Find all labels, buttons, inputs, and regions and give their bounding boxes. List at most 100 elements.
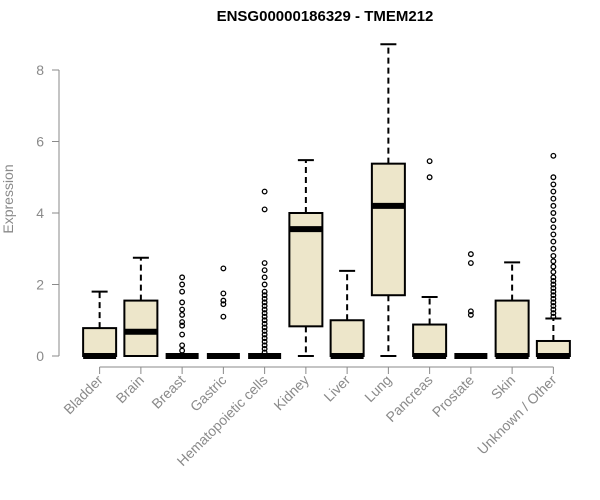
outlier-point bbox=[261, 306, 268, 313]
x-tick-label: Breast bbox=[148, 372, 188, 412]
y-tick-label: 6 bbox=[36, 134, 44, 150]
outlier-point bbox=[179, 319, 186, 325]
outlier-point bbox=[179, 331, 186, 338]
box-4 bbox=[206, 265, 240, 359]
outlier-point bbox=[261, 206, 268, 213]
outlier-point bbox=[550, 181, 557, 188]
outlier-point bbox=[261, 188, 268, 195]
box-10 bbox=[454, 251, 488, 359]
box-3 bbox=[165, 274, 199, 359]
outlier-point bbox=[179, 306, 186, 313]
box-iqr bbox=[82, 327, 118, 357]
outlier-point bbox=[550, 245, 557, 252]
x-tick-label: Lung bbox=[361, 372, 394, 405]
outlier-point bbox=[220, 297, 227, 304]
outlier-point bbox=[550, 231, 557, 238]
box-1 bbox=[82, 290, 118, 359]
box-5 bbox=[248, 188, 282, 359]
outlier-point bbox=[550, 224, 557, 231]
outlier-point bbox=[550, 258, 557, 265]
outlier-point bbox=[550, 306, 557, 313]
outlier-point bbox=[550, 288, 557, 295]
box-2 bbox=[123, 256, 159, 357]
outlier-point bbox=[550, 274, 557, 281]
x-tick-label: Liver bbox=[320, 372, 353, 405]
box-iqr bbox=[494, 299, 530, 357]
outlier-point bbox=[261, 331, 268, 338]
outlier-point bbox=[550, 202, 557, 209]
outlier-point bbox=[467, 260, 474, 266]
outlier-point bbox=[179, 299, 186, 306]
box-9 bbox=[412, 158, 448, 359]
outlier-point bbox=[179, 347, 186, 354]
outlier-point bbox=[550, 152, 557, 159]
outlier-point bbox=[467, 311, 474, 318]
outlier-point bbox=[550, 285, 557, 292]
outlier-point bbox=[261, 345, 268, 352]
outlier-point bbox=[550, 252, 557, 259]
outlier-point bbox=[550, 313, 557, 320]
box-iqr bbox=[370, 162, 406, 297]
outlier-point bbox=[261, 317, 268, 324]
chart-title: ENSG00000186329 - TMEM212 bbox=[217, 8, 434, 25]
y-axis-label: Expression bbox=[0, 164, 16, 233]
y-tick-label: 2 bbox=[36, 277, 44, 293]
outlier-point bbox=[261, 349, 268, 356]
outlier-point bbox=[550, 310, 557, 317]
outlier-point bbox=[261, 292, 268, 299]
outlier-point bbox=[261, 267, 268, 274]
outlier-point bbox=[550, 277, 557, 284]
outlier-point bbox=[261, 328, 268, 334]
outlier-point bbox=[426, 158, 433, 165]
outlier-point bbox=[550, 263, 557, 270]
outlier-point bbox=[426, 174, 433, 181]
outlier-point bbox=[550, 210, 557, 216]
outlier-point bbox=[220, 313, 227, 320]
outlier-point bbox=[261, 335, 268, 342]
y-tick-label: 8 bbox=[36, 62, 44, 78]
outlier-point bbox=[220, 290, 227, 297]
box-iqr bbox=[329, 319, 365, 357]
x-tick-label: Brain bbox=[113, 372, 147, 406]
y-tick-label: 0 bbox=[36, 348, 44, 364]
outlier-point bbox=[261, 288, 268, 295]
outlier-point bbox=[261, 260, 268, 266]
outlier-point bbox=[550, 299, 557, 306]
outlier-point bbox=[179, 342, 186, 349]
outlier-point bbox=[179, 281, 186, 288]
outlier-point bbox=[550, 174, 557, 181]
x-tick-label: Skin bbox=[488, 372, 519, 403]
outlier-point bbox=[550, 195, 557, 202]
outlier-point bbox=[550, 295, 557, 302]
outlier-point bbox=[550, 281, 557, 288]
outlier-point bbox=[179, 288, 186, 295]
outlier-point bbox=[261, 342, 268, 349]
outlier-point bbox=[550, 217, 557, 224]
outlier-point bbox=[261, 303, 268, 309]
box-series bbox=[82, 43, 571, 359]
x-tick-label: Bladder bbox=[60, 372, 106, 418]
outlier-point bbox=[550, 238, 557, 245]
outlier-point bbox=[179, 274, 186, 281]
outlier-point bbox=[467, 308, 474, 315]
box-11 bbox=[494, 261, 530, 359]
outlier-point bbox=[261, 313, 268, 320]
outlier-point bbox=[261, 281, 268, 288]
outlier-point bbox=[261, 274, 268, 281]
box-7 bbox=[329, 269, 365, 359]
outlier-point bbox=[261, 324, 268, 331]
outlier-point bbox=[220, 301, 227, 308]
box-6 bbox=[288, 159, 324, 357]
y-tick-label: 4 bbox=[36, 205, 44, 221]
outlier-point bbox=[261, 295, 268, 302]
y-axis: 0 2 4 6 8 bbox=[36, 62, 60, 364]
outlier-point bbox=[550, 188, 557, 195]
box-iqr bbox=[412, 323, 448, 358]
box-iqr bbox=[123, 299, 159, 357]
outlier-point bbox=[220, 265, 227, 272]
x-tick-label: Prostate bbox=[429, 372, 477, 420]
outlier-point bbox=[261, 299, 268, 306]
x-tick-label: Kidney bbox=[270, 372, 312, 414]
